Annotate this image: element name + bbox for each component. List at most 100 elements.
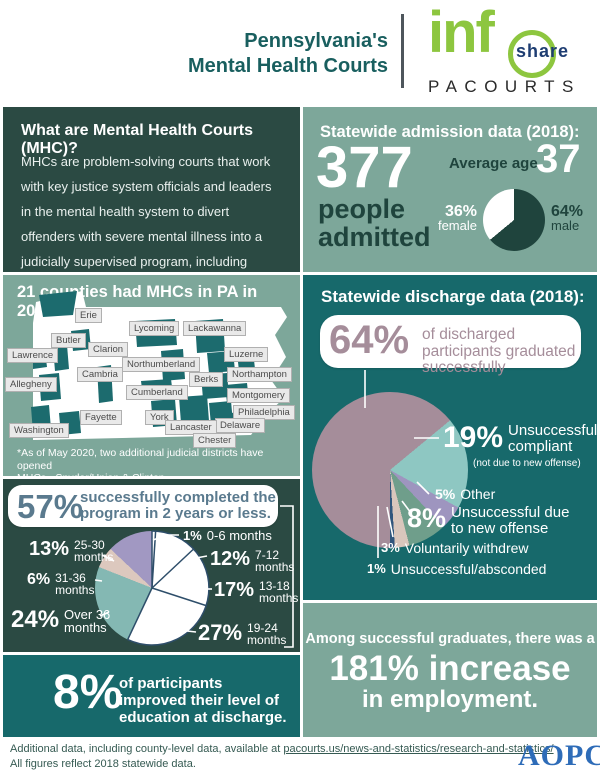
- slice-0-6: 1% 0-6 months: [183, 529, 272, 543]
- slice-25-30: 13% 25-30 months: [29, 539, 118, 563]
- legend-noncompliant-pct: 19%: [443, 421, 504, 454]
- county-label: Lancaster: [165, 420, 217, 435]
- legend-noncompliant: 19% Unsuccessful/non-compliant: [443, 423, 600, 455]
- legend-other-pct: 5%: [435, 486, 456, 502]
- slice-13-18-pct: 17%: [214, 579, 255, 601]
- county-label: Lycoming: [129, 321, 180, 336]
- legend-other-text: Other: [460, 486, 496, 502]
- admitted-label-line2: admitted: [318, 222, 431, 252]
- female-text: female: [437, 218, 477, 233]
- graduated-text: of discharged participants graduated suc…: [422, 326, 576, 376]
- gender-pie-chart: [483, 189, 545, 251]
- county-label: Cambria: [77, 367, 123, 382]
- slice-0-6-text: 0-6 months: [206, 528, 272, 543]
- pacourts-link[interactable]: pacourts.us/news-and-statistics/research…: [283, 743, 554, 755]
- county-label: Washington: [9, 423, 69, 438]
- county-label: Northumberland: [122, 357, 201, 372]
- county-label: Northampton: [227, 367, 292, 382]
- male-share-label: 64% male: [551, 204, 583, 233]
- header-divider: [401, 14, 404, 88]
- education-text: of participants improved their level of …: [119, 675, 287, 726]
- slice-31-36: 6% 31-36 months: [27, 571, 99, 597]
- discharge-panel: Statewide discharge data (2018): 64% of …: [303, 275, 600, 600]
- slice-7-12: 12% 7-12 months: [210, 549, 299, 573]
- county-label: Delaware: [215, 418, 266, 433]
- slice-over-36: 24% Over 36 months: [11, 606, 116, 635]
- logo-share-text: share: [516, 41, 570, 61]
- slice-19-24: 27% 19-24 months: [198, 620, 291, 647]
- what-are-mhc-panel: What are Mental Health Courts (MHC)? MHC…: [3, 107, 300, 294]
- footer: Additional data, including county-level …: [0, 737, 600, 776]
- county-label: Berks: [189, 372, 224, 387]
- county-label: Chester: [193, 433, 237, 448]
- slice-19-24-text: 19-24 months: [247, 621, 287, 647]
- page-title-line1: Pennsylvania's: [244, 30, 388, 52]
- slice-0-6-pct: 1%: [183, 528, 202, 543]
- admission-heading: Statewide admission data (2018):: [320, 123, 580, 141]
- female-share-label: 36% female: [413, 203, 477, 233]
- employment-line1: Among successful graduates, there was a: [305, 631, 595, 647]
- legend-absconded: 1% Unsuccessful/absconded: [367, 562, 546, 577]
- legend-absconded-text: Unsuccessful/absconded: [390, 561, 547, 577]
- education-pct: 8%: [53, 666, 123, 719]
- county-label: Allegheny: [5, 377, 57, 392]
- slice-25-30-text: 25-30 months: [74, 538, 114, 564]
- slice-13-18: 17% 13-18 months: [214, 580, 303, 604]
- slice-31-36-pct: 6%: [27, 571, 51, 588]
- county-label: Clarion: [88, 342, 129, 357]
- graduated-callout: 64% of discharged participants graduated…: [320, 315, 581, 376]
- legend-withdrew-text: Voluntarily withdrew: [404, 540, 529, 556]
- county-label: Lawrence: [7, 348, 59, 363]
- slice-13-18-text: 13-18 months: [259, 579, 299, 605]
- logo-o-ring: [508, 30, 556, 78]
- logo-pacourts-text: PACOURTS: [428, 77, 581, 96]
- what-are-mhc-heading: What are Mental Health Courts (MHC)?: [21, 122, 254, 157]
- completion-text: successfully completed the program in 2 …: [80, 489, 276, 522]
- employment-line2: in employment.: [361, 686, 539, 713]
- county-label: Erie: [75, 308, 102, 323]
- infoshare-logo: inf share PACOURTS: [420, 0, 600, 107]
- legend-withdrew-pct: 3%: [381, 540, 400, 555]
- legend-withdrew: 3% Voluntarily withdrew: [381, 541, 529, 556]
- county-label: Lackawanna: [183, 321, 247, 336]
- footer-text: Additional data, including county-level …: [10, 743, 284, 755]
- page-title: Pennsylvania's Mental Health Courts: [110, 29, 388, 79]
- average-age-label: Average age: [449, 155, 538, 172]
- legend-absconded-pct: 1%: [367, 561, 386, 576]
- completion-pie-lines: [94, 505, 294, 648]
- employment-panel: Among successful graduates, there was a …: [303, 603, 597, 737]
- completion-panel: 57% successfully completed the program i…: [3, 479, 300, 652]
- map-footnote-line1: *As of May 2020, two additional judicial…: [17, 447, 264, 472]
- footer-line1: Additional data, including county-level …: [10, 743, 554, 755]
- legend-new-offense-text: Unsuccessful due to new offense: [451, 504, 570, 537]
- legend-new-offense-pct: 8%: [407, 503, 447, 533]
- slice-31-36-text: 31-36 months: [55, 571, 95, 597]
- slice-over-36-pct: 24%: [11, 606, 60, 633]
- average-age-value: 37: [536, 137, 581, 181]
- legend-noncompliant-note: (not due to new offense): [473, 458, 581, 469]
- slice-over-36-text: Over 36 months: [64, 607, 111, 635]
- completion-callout: 57% successfully completed the program i…: [8, 485, 278, 527]
- graduated-pct: 64%: [329, 318, 410, 362]
- slice-19-24-pct: 27%: [198, 620, 243, 645]
- counties-panel: 21 counties had MHCs in PA in 2018.: [3, 275, 300, 484]
- legend-noncompliant-text: Unsuccessful/non-compliant: [508, 422, 600, 455]
- county-label: Luzerne: [224, 347, 269, 362]
- discharge-heading: Statewide discharge data (2018):: [321, 287, 585, 306]
- admission-panel: Statewide admission data (2018): 377 peo…: [303, 107, 597, 272]
- footer-line2: All figures reflect 2018 statewide data.: [10, 758, 196, 770]
- slice-25-30-pct: 13%: [29, 538, 70, 560]
- discharge-pointer-lines: [364, 370, 439, 558]
- county-label: Fayette: [80, 410, 122, 425]
- header: Pennsylvania's Mental Health Courts inf …: [0, 0, 600, 107]
- page-title-line2: Mental Health Courts: [187, 55, 388, 77]
- county-label: Butler: [51, 333, 86, 348]
- logo-info-text: inf: [428, 0, 495, 65]
- admitted-label-line1: people: [318, 194, 406, 224]
- male-text: male: [551, 218, 580, 233]
- county-label: Montgomery: [227, 388, 290, 403]
- employment-big: 181% increase: [329, 649, 571, 688]
- legend-other: 5% Other: [435, 487, 495, 502]
- female-pct: 36%: [444, 203, 477, 220]
